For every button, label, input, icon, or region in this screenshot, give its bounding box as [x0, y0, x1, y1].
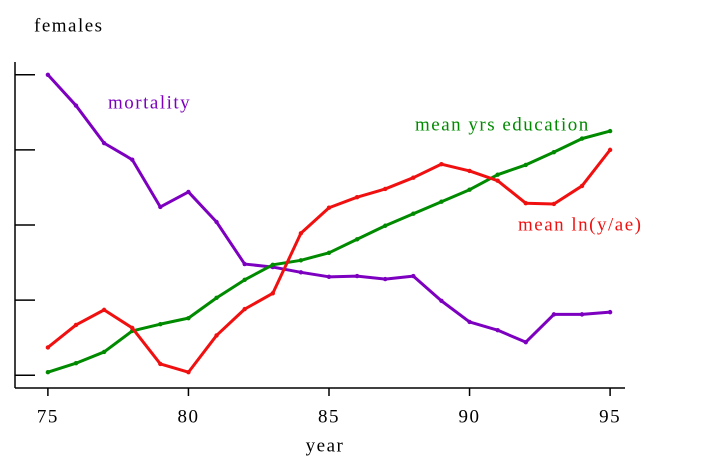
point	[383, 186, 388, 192]
point	[523, 339, 528, 345]
point	[242, 277, 247, 283]
point	[354, 195, 360, 200]
x-tick-label: 85	[318, 406, 340, 427]
point	[298, 270, 304, 275]
point	[158, 361, 163, 367]
point	[495, 327, 500, 333]
point	[73, 322, 79, 328]
point	[214, 219, 219, 225]
x-axis-label: year	[306, 435, 345, 456]
point	[467, 187, 472, 192]
point	[326, 250, 332, 255]
point	[186, 315, 191, 321]
point	[579, 136, 585, 141]
point	[607, 147, 613, 153]
point	[242, 306, 247, 312]
x-tick-label: 95	[599, 406, 621, 427]
point	[186, 370, 191, 375]
point	[607, 309, 613, 315]
point	[383, 276, 388, 282]
point	[607, 128, 613, 134]
point	[326, 205, 332, 210]
chart-title: females	[34, 15, 104, 36]
point	[45, 370, 51, 375]
point	[298, 258, 304, 263]
point	[579, 312, 585, 317]
series-line	[46, 148, 612, 374]
point	[551, 149, 557, 155]
x-tick-label: 80	[177, 406, 199, 427]
point	[73, 103, 79, 108]
point	[186, 189, 191, 195]
point	[101, 140, 107, 146]
x-tick-label: 75	[37, 406, 59, 427]
series-label: mean yrs education	[415, 114, 590, 135]
point	[130, 157, 135, 162]
point	[411, 211, 416, 216]
point	[467, 319, 472, 325]
point	[495, 178, 500, 183]
point	[270, 291, 275, 296]
point	[551, 201, 557, 207]
point	[523, 201, 528, 206]
point	[467, 168, 472, 174]
point	[158, 204, 163, 210]
point	[439, 298, 444, 304]
point	[579, 183, 585, 189]
point	[411, 175, 416, 180]
point	[214, 295, 219, 301]
point	[270, 262, 275, 268]
series-label: mean ln(y/ae)	[518, 214, 642, 235]
point	[523, 162, 528, 168]
point	[73, 361, 79, 366]
point	[383, 223, 388, 228]
point	[354, 273, 360, 279]
point	[439, 199, 444, 204]
point	[130, 325, 135, 331]
point	[411, 273, 416, 279]
point	[326, 274, 332, 280]
x-tick-label: 90	[459, 406, 481, 427]
point	[298, 231, 304, 236]
point	[354, 237, 360, 242]
point	[158, 321, 163, 327]
point	[242, 261, 247, 267]
point	[214, 333, 219, 338]
point	[101, 349, 107, 355]
point	[551, 312, 557, 317]
series-label: mortality	[108, 92, 191, 113]
point	[45, 72, 51, 77]
point	[495, 172, 500, 177]
point	[439, 161, 444, 167]
point	[45, 345, 51, 350]
point	[101, 307, 107, 313]
